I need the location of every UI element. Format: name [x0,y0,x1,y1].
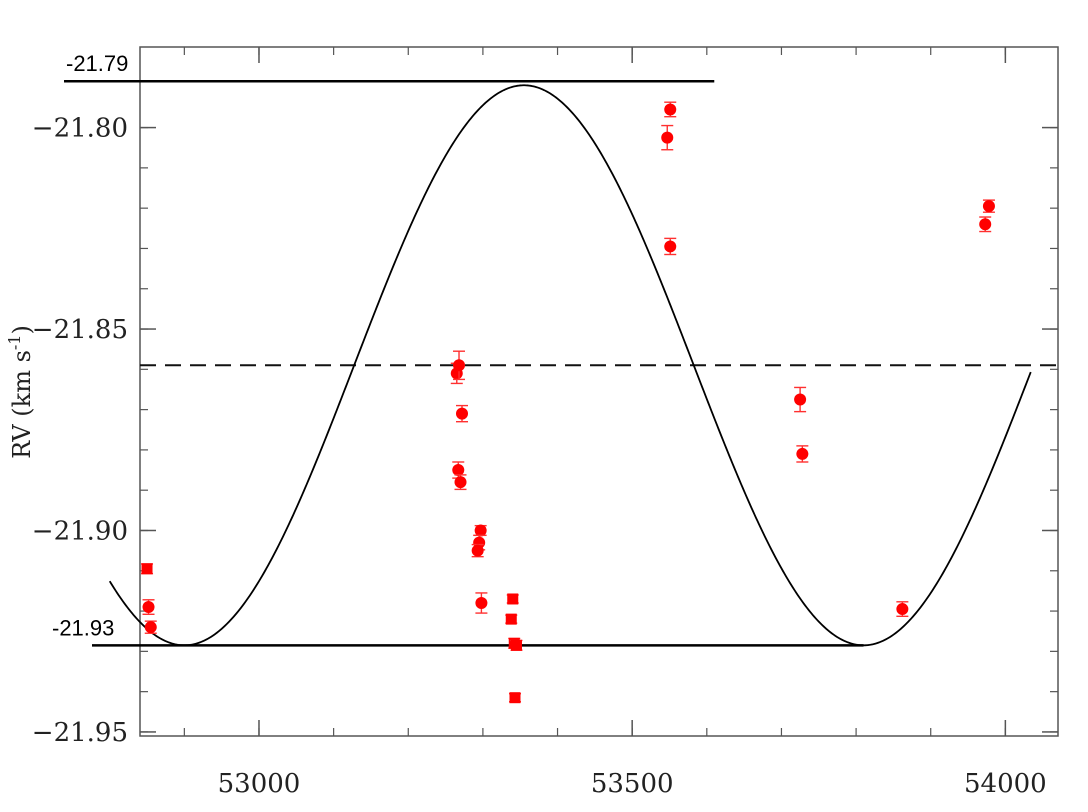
y-axis-label-main: RV (km s [8,350,36,459]
data-point [452,464,465,477]
y-tick-label: −21.80 [32,114,128,144]
x-tick-label: 53000 [218,769,301,799]
data-point [796,447,809,460]
y-tick-label: −21.90 [32,516,128,546]
data-point [979,218,992,231]
model-curve-layer [108,84,1032,647]
data-point [475,597,488,610]
y-axis-label: RV (km s-1) [5,325,36,459]
data-point [474,524,487,537]
y-axis-label-close: ) [8,325,36,334]
data-point [505,613,517,625]
axis-labels: -21.79 -21.93 −21.80 −21.85 −21.90 −21.95 5300… [32,51,1047,799]
model-sine-curve [108,84,1032,647]
data-point [664,240,677,253]
data-point [456,407,468,420]
data-point [507,593,519,605]
data-points [141,101,995,704]
data-point [453,359,466,372]
data-point [454,476,467,489]
data-point [144,621,157,634]
data-point [896,603,909,616]
reference-line-label-1: -21.93 [52,615,114,640]
data-point [982,200,995,213]
data-point [471,544,484,557]
data-point [142,601,155,614]
data-point [141,563,153,575]
data-point [510,639,522,651]
y-axis-label-sup: -1 [5,334,24,350]
y-tick-label: −21.95 [32,718,128,748]
y-tick-label: −21.85 [32,315,128,345]
reference-line-label-0: -21.79 [66,51,128,76]
data-point [794,393,807,406]
x-tick-label: 54000 [964,769,1047,799]
data-point [661,131,674,144]
plot-frame [139,46,1059,737]
reference-lines [64,79,1058,647]
x-tick-label: 53500 [591,769,674,799]
data-point [509,692,521,704]
data-point [664,103,677,116]
axis-ticks [140,47,1058,736]
